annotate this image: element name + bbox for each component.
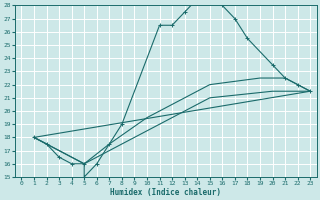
X-axis label: Humidex (Indice chaleur): Humidex (Indice chaleur) [110, 188, 221, 197]
